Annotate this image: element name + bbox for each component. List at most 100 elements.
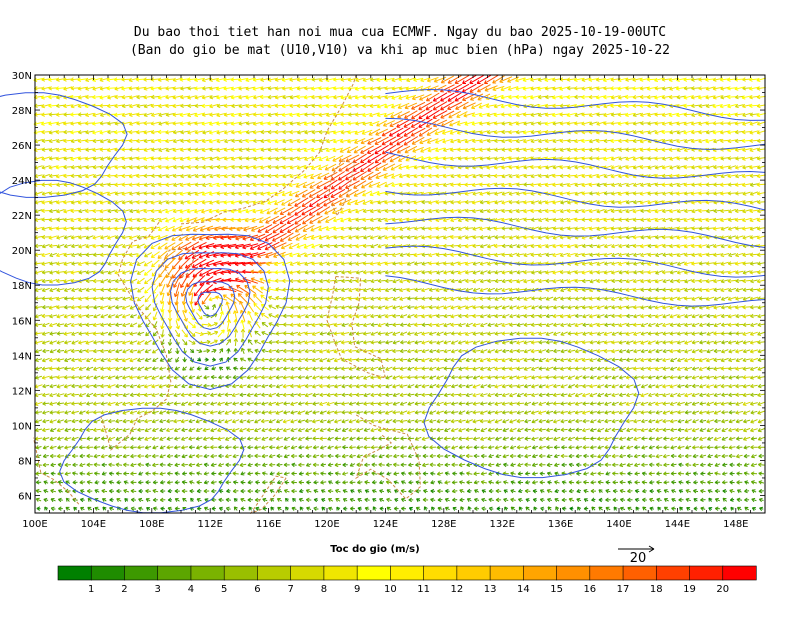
wind-vector	[676, 401, 685, 406]
wind-vector	[212, 244, 230, 249]
wind-vector	[136, 103, 145, 109]
wind-vector	[705, 103, 715, 109]
wind-vector	[63, 182, 72, 187]
wind-vector	[648, 410, 656, 415]
wind-vector	[472, 191, 481, 196]
wind-vector	[217, 419, 225, 424]
wind-vector	[144, 277, 153, 285]
wind-vector	[57, 497, 63, 503]
wind-vector	[465, 296, 474, 301]
wind-vector	[455, 101, 469, 110]
wind-vector	[158, 164, 168, 170]
wind-vector	[661, 138, 671, 144]
wind-vector	[333, 410, 342, 415]
wind-vector	[49, 445, 57, 450]
wind-vector	[428, 357, 437, 363]
wind-vector	[581, 217, 591, 222]
wind-vector	[296, 261, 306, 266]
wind-vector	[525, 498, 530, 503]
wind-vector	[268, 401, 277, 406]
wind-vector	[122, 322, 131, 328]
wind-vector	[209, 103, 219, 109]
wind-vector	[167, 320, 173, 330]
wind-vector	[501, 129, 511, 135]
wind-vector	[349, 506, 355, 511]
wind-vector	[741, 138, 752, 144]
wind-vector	[297, 384, 306, 389]
wind-vector	[560, 375, 569, 380]
wind-vector	[425, 92, 440, 102]
wind-vector	[574, 252, 583, 258]
wind-vector	[191, 258, 207, 268]
wind-vector	[713, 138, 722, 144]
wind-vector	[187, 147, 197, 152]
wind-vector	[223, 112, 233, 117]
wind-vector	[70, 296, 80, 301]
wind-vector	[128, 129, 139, 135]
wind-vector	[545, 340, 554, 345]
wind-vector	[165, 156, 175, 161]
wind-vector	[218, 453, 224, 459]
wind-vector	[640, 269, 649, 275]
wind-vector	[165, 191, 175, 196]
wind-vector	[310, 147, 321, 153]
wind-vector	[34, 331, 43, 336]
wind-vector	[501, 340, 510, 345]
wind-vector	[335, 489, 341, 494]
wind-vector	[328, 506, 333, 511]
wind-vector	[354, 129, 365, 135]
wind-vector	[633, 375, 641, 380]
wind-vector	[136, 375, 145, 380]
wind-vector	[736, 445, 743, 450]
wind-vector	[576, 471, 582, 476]
wind-vector	[488, 471, 495, 476]
wind-vector	[675, 86, 686, 91]
wind-vector	[486, 182, 496, 188]
wind-vector	[501, 401, 510, 406]
wind-vector	[136, 410, 145, 415]
wind-vector	[107, 95, 116, 100]
wind-vector	[398, 86, 409, 91]
wind-vector	[546, 462, 553, 468]
wind-vector	[566, 173, 576, 179]
wind-vector	[55, 103, 65, 109]
wind-vector	[735, 427, 744, 433]
wind-vector	[143, 199, 153, 205]
wind-vector	[231, 410, 240, 415]
wind-vector	[337, 171, 353, 181]
wind-vector	[41, 252, 51, 258]
wind-vector	[537, 182, 547, 187]
wind-vector	[575, 436, 583, 441]
wind-vector	[406, 252, 416, 257]
wind-vector	[700, 489, 706, 494]
wind-vector	[385, 419, 393, 424]
wind-vector	[297, 130, 306, 135]
wind-vector	[582, 243, 590, 249]
wind-vector	[435, 261, 445, 266]
wind-vector	[296, 86, 306, 91]
wind-vector	[121, 94, 131, 100]
wind-vector	[421, 340, 430, 345]
wind-vector	[333, 305, 342, 310]
wind-vector	[305, 462, 312, 467]
wind-vector	[355, 252, 364, 257]
wind-vector	[750, 278, 758, 284]
wind-vector	[364, 489, 370, 494]
wind-vector	[318, 77, 328, 82]
wind-vector	[450, 138, 460, 144]
wind-vector	[750, 305, 758, 310]
wind-vector	[574, 392, 583, 398]
wind-vector	[150, 121, 160, 126]
wind-vector	[253, 138, 262, 144]
wind-vector	[55, 226, 65, 231]
wind-vector	[240, 488, 246, 494]
wind-vector	[353, 145, 366, 154]
wind-vector	[399, 279, 408, 284]
wind-vector	[193, 217, 205, 223]
wind-vector	[78, 235, 87, 240]
wind-vector	[654, 217, 664, 223]
wind-vector	[49, 287, 57, 293]
wind-vector	[173, 401, 181, 406]
wind-vector	[581, 191, 591, 196]
wind-vector	[72, 480, 78, 485]
